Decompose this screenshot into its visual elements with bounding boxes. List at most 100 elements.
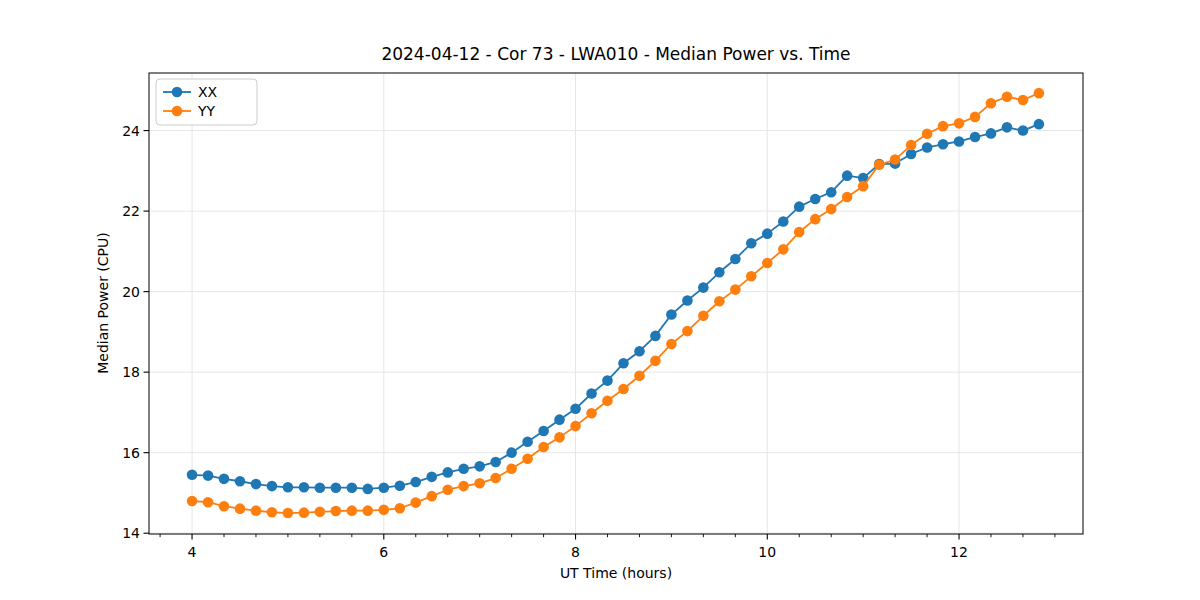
data-point-xx <box>586 388 597 399</box>
data-point-xx <box>251 479 262 490</box>
data-point-xx <box>826 187 837 198</box>
data-point-xx <box>602 375 613 386</box>
data-point-xx <box>395 480 406 491</box>
data-point-yy <box>506 463 517 474</box>
data-point-xx <box>970 132 981 143</box>
data-point-xx <box>778 216 789 227</box>
data-point-yy <box>426 491 437 502</box>
series-xx <box>187 119 1044 494</box>
data-point-yy <box>970 112 981 123</box>
data-point-xx <box>458 463 469 474</box>
data-point-yy <box>267 507 278 518</box>
data-point-yy <box>570 421 581 432</box>
data-point-yy <box>586 408 597 419</box>
data-point-yy <box>1034 88 1045 99</box>
y-axis-label: Median Power (CPU) <box>95 232 111 374</box>
data-point-yy <box>362 505 373 516</box>
data-point-xx <box>522 437 533 448</box>
data-point-xx <box>682 295 693 306</box>
data-point-yy <box>954 118 965 129</box>
data-point-xx <box>810 194 821 205</box>
data-point-yy <box>331 506 342 517</box>
data-point-xx <box>283 482 294 493</box>
data-point-yy <box>395 503 406 514</box>
data-point-xx <box>347 482 358 493</box>
chart-title: 2024-04-12 - Cor 73 - LWA010 - Median Po… <box>381 44 850 64</box>
data-point-xx <box>315 482 326 493</box>
y-tick-label: 20 <box>122 284 140 300</box>
data-point-yy <box>522 453 533 464</box>
data-point-xx <box>922 142 933 153</box>
data-point-yy <box>714 296 725 307</box>
data-point-xx <box>426 472 437 483</box>
y-tick-label: 24 <box>122 123 140 139</box>
data-point-xx <box>954 136 965 147</box>
data-point-yy <box>906 140 917 151</box>
x-tick-label: 4 <box>188 544 197 560</box>
data-point-xx <box>203 470 214 481</box>
data-point-yy <box>490 473 501 484</box>
data-point-xx <box>538 426 549 437</box>
data-point-yy <box>810 214 821 225</box>
data-point-yy <box>458 481 469 492</box>
data-point-yy <box>650 356 661 367</box>
data-point-yy <box>874 160 885 171</box>
data-point-xx <box>442 467 453 478</box>
data-point-yy <box>283 508 294 519</box>
data-point-yy <box>299 507 310 518</box>
data-point-xx <box>746 238 757 249</box>
data-point-xx <box>362 484 373 495</box>
legend: XX YY <box>156 79 257 125</box>
data-point-yy <box>986 98 997 109</box>
y-tick-label: 16 <box>122 445 140 461</box>
data-point-yy <box>826 204 837 215</box>
series-line-xx <box>192 124 1039 489</box>
x-tick-label: 6 <box>379 544 388 560</box>
data-point-yy <box>538 442 549 453</box>
data-point-xx <box>219 474 230 485</box>
data-point-yy <box>1018 95 1029 106</box>
data-point-xx <box>618 358 629 369</box>
data-point-yy <box>235 503 246 514</box>
data-point-yy <box>410 497 421 508</box>
data-point-xx <box>1034 119 1045 130</box>
chart-canvas: 4681012141618202224 2024-04-12 - Cor 73 … <box>0 0 1200 600</box>
data-point-yy <box>746 271 757 282</box>
data-point-xx <box>267 481 278 492</box>
data-point-yy <box>698 310 709 321</box>
data-point-xx <box>666 309 677 320</box>
y-tick-label: 22 <box>122 203 140 219</box>
data-point-yy <box>778 244 789 255</box>
y-tick-label: 14 <box>122 525 140 541</box>
data-point-xx <box>490 457 501 468</box>
data-series <box>187 88 1044 519</box>
data-point-xx <box>986 128 997 139</box>
data-point-yy <box>474 478 485 489</box>
data-point-yy <box>1002 91 1013 102</box>
data-point-yy <box>762 258 773 269</box>
legend-label-xx: XX <box>198 84 218 100</box>
data-point-yy <box>347 505 358 516</box>
data-point-yy <box>938 121 949 132</box>
data-point-xx <box>235 476 246 487</box>
data-point-xx <box>730 254 741 265</box>
data-point-xx <box>299 482 310 493</box>
data-point-xx <box>698 282 709 293</box>
data-point-xx <box>714 267 725 278</box>
data-point-yy <box>315 507 326 518</box>
data-point-xx <box>506 447 517 458</box>
data-point-xx <box>474 461 485 472</box>
data-point-yy <box>554 432 565 443</box>
legend-marker-yy-icon <box>172 106 183 117</box>
x-tick-label: 12 <box>950 544 968 560</box>
data-point-yy <box>890 154 901 165</box>
data-point-xx <box>842 170 853 181</box>
data-point-xx <box>1002 122 1013 133</box>
data-point-xx <box>650 331 661 342</box>
x-tick-label: 8 <box>571 544 580 560</box>
data-point-yy <box>187 496 198 507</box>
x-axis-label: UT Time (hours) <box>560 565 672 581</box>
axis-ticks: 4681012141618202224 <box>122 123 1055 560</box>
data-point-xx <box>331 482 342 493</box>
data-point-yy <box>378 505 389 516</box>
